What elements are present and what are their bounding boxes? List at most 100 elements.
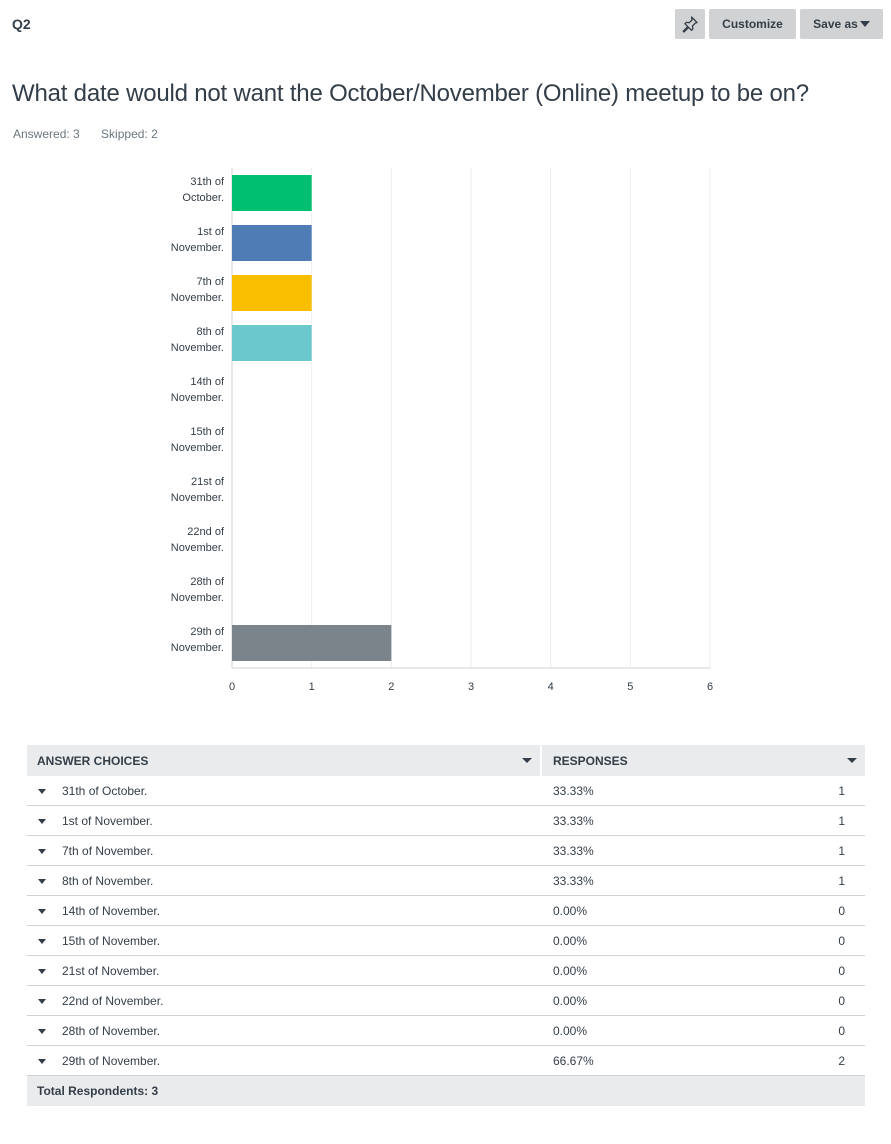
expand-icon[interactable]: [38, 819, 46, 824]
answer-choice-label: 8th of November.: [62, 873, 154, 888]
answer-choice-label: 14th of November.: [62, 903, 161, 918]
response-percent: 0.00%: [553, 963, 588, 978]
expand-icon[interactable]: [38, 909, 46, 914]
table-row[interactable]: 8th of November. 33.33% 1: [27, 866, 865, 896]
responses-header[interactable]: RESPONSES: [542, 745, 865, 776]
x-tick-label: 2: [388, 681, 394, 693]
answer-choices-header[interactable]: ANSWER CHOICES: [27, 745, 540, 776]
response-count: 1: [838, 783, 845, 798]
bar[interactable]: [232, 625, 392, 661]
answer-choice-label: 22nd of November.: [62, 993, 164, 1008]
expand-icon[interactable]: [38, 1059, 46, 1064]
category-label: November.: [171, 592, 224, 604]
response-percent: 33.33%: [553, 873, 594, 888]
response-percent: 0.00%: [553, 933, 588, 948]
response-count: 0: [838, 1023, 845, 1038]
answered-count: Answered: 3: [13, 127, 80, 141]
caret-down-icon: [859, 21, 870, 27]
save-as-label: Save as: [813, 17, 858, 31]
response-count: 0: [838, 963, 845, 978]
category-label: November.: [171, 642, 224, 654]
category-label: 7th of: [196, 276, 224, 288]
answer-choice-label: 1st of November.: [62, 813, 153, 828]
expand-icon[interactable]: [38, 789, 46, 794]
x-tick-label: 6: [707, 681, 713, 693]
response-stats: Answered: 3 Skipped: 2: [13, 127, 158, 141]
skipped-count: Skipped: 2: [101, 127, 158, 141]
response-percent: 0.00%: [553, 993, 588, 1008]
category-label: October.: [182, 192, 224, 204]
category-label: 21st of: [191, 476, 225, 488]
table-row[interactable]: 28th of November. 0.00% 0: [27, 1016, 865, 1046]
bar[interactable]: [232, 225, 312, 261]
category-label: 1st of: [197, 226, 225, 238]
expand-icon[interactable]: [38, 969, 46, 974]
category-label: 15th of: [190, 426, 225, 438]
response-count: 1: [838, 843, 845, 858]
category-label: November.: [171, 342, 224, 354]
table-row[interactable]: 1st of November. 33.33% 1: [27, 806, 865, 836]
table-row[interactable]: 21st of November. 0.00% 0: [27, 956, 865, 986]
table-row[interactable]: 14th of November. 0.00% 0: [27, 896, 865, 926]
category-label: November.: [171, 392, 224, 404]
category-label: 31th of: [190, 176, 225, 188]
response-percent: 66.67%: [553, 1053, 594, 1068]
category-label: 8th of: [196, 326, 224, 338]
responses-label: RESPONSES: [553, 753, 628, 768]
x-tick-label: 0: [229, 681, 235, 693]
customize-label: Customize: [722, 17, 783, 31]
bar-chart: 0 1 2 3 4 5 6 31th of October. 1st of November. 7th…: [171, 168, 713, 693]
response-count: 1: [838, 813, 845, 828]
question-number: Q2: [12, 16, 31, 32]
category-label: 29th of: [190, 626, 225, 638]
response-percent: 33.33%: [553, 783, 594, 798]
customize-button[interactable]: Customize: [709, 9, 796, 39]
category-label: November.: [171, 492, 224, 504]
answer-choice-label: 7th of November.: [62, 843, 154, 858]
expand-icon[interactable]: [38, 1029, 46, 1034]
answer-choice-label: 15th of November.: [62, 933, 161, 948]
response-percent: 0.00%: [553, 1023, 588, 1038]
response-count: 1: [838, 873, 845, 888]
table-row[interactable]: 31th of October. 33.33% 1: [27, 776, 865, 806]
table-header: ANSWER CHOICES RESPONSES: [27, 745, 865, 776]
total-respondents: Total Respondents: 3: [37, 1084, 159, 1098]
table-row[interactable]: 22nd of November. 0.00% 0: [27, 986, 865, 1016]
expand-icon[interactable]: [38, 939, 46, 944]
response-percent: 0.00%: [553, 903, 588, 918]
response-count: 0: [838, 903, 845, 918]
responses-table: ANSWER CHOICES RESPONSES 31th of October…: [27, 745, 865, 1106]
save-as-button[interactable]: Save as: [800, 9, 883, 39]
table-row[interactable]: 15th of November. 0.00% 0: [27, 926, 865, 956]
bar[interactable]: [232, 325, 312, 361]
pin-button[interactable]: [675, 9, 705, 39]
answer-choice-label: 29th of November.: [62, 1053, 161, 1068]
question-title: What date would not want the October/Nov…: [12, 80, 809, 107]
x-tick-label: 5: [627, 681, 633, 693]
table-row[interactable]: 7th of November. 33.33% 1: [27, 836, 865, 866]
answer-choices-label: ANSWER CHOICES: [37, 753, 149, 768]
table-footer: Total Respondents: 3: [27, 1076, 865, 1106]
sort-down-icon[interactable]: [522, 758, 532, 763]
response-percent: 33.33%: [553, 843, 594, 858]
answer-choice-label: 21st of November.: [62, 963, 160, 978]
table-row[interactable]: 29th of November. 66.67% 2: [27, 1046, 865, 1076]
bar[interactable]: [232, 175, 312, 211]
category-label: 28th of: [190, 576, 225, 588]
bar[interactable]: [232, 275, 312, 311]
category-label: November.: [171, 292, 224, 304]
response-percent: 33.33%: [553, 813, 594, 828]
response-count: 2: [838, 1053, 845, 1068]
answer-choice-label: 28th of November.: [62, 1023, 161, 1038]
category-label: 22nd of: [187, 526, 225, 538]
pin-icon: [682, 16, 698, 33]
sort-down-icon[interactable]: [847, 758, 857, 763]
expand-icon[interactable]: [38, 999, 46, 1004]
category-label: November.: [171, 542, 224, 554]
response-count: 0: [838, 933, 845, 948]
category-label: November.: [171, 442, 224, 454]
expand-icon[interactable]: [38, 879, 46, 884]
x-tick-label: 4: [548, 681, 554, 693]
expand-icon[interactable]: [38, 849, 46, 854]
table-body: 31th of October. 33.33% 1 1st of November. 3…: [27, 776, 865, 1076]
